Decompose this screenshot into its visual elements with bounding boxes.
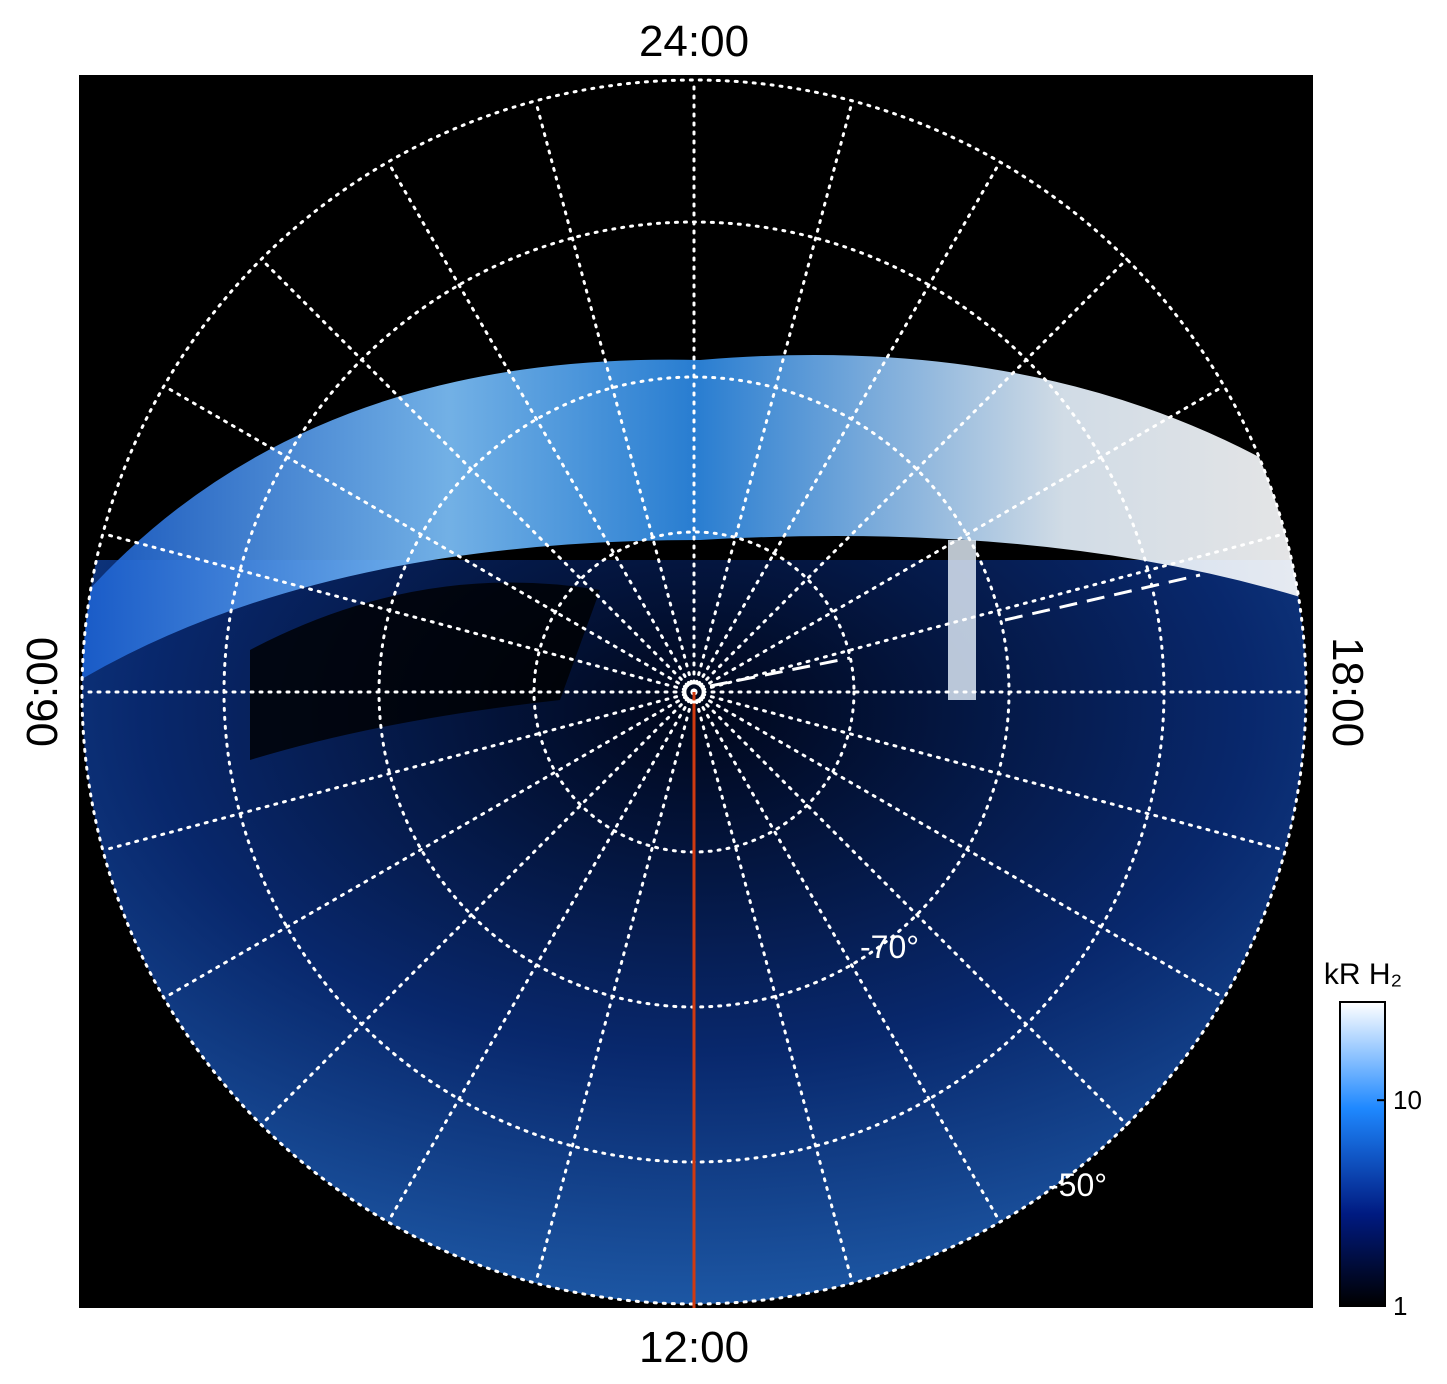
time-label: 24:00 <box>639 17 749 66</box>
meridian <box>692 99 854 694</box>
time-label: 06:00 <box>18 637 67 747</box>
time-label: 12:00 <box>639 1323 749 1372</box>
meridian <box>534 99 696 694</box>
meridian <box>692 690 854 1285</box>
meridian <box>259 257 696 694</box>
colorbar-label: kR H₂ <box>1324 958 1402 991</box>
dark-region <box>250 582 600 760</box>
meridian <box>692 160 1002 694</box>
meridian <box>534 690 696 1285</box>
colorbar-tick-label: 1 <box>1393 1291 1407 1321</box>
meridian <box>259 690 696 1127</box>
dashed-line <box>709 573 1201 688</box>
meridian <box>386 160 696 694</box>
auroral-oval <box>82 355 1306 680</box>
meridian <box>692 690 1129 1127</box>
meridian <box>101 532 696 694</box>
colorbar <box>1339 1001 1386 1307</box>
meridian <box>162 384 696 694</box>
meridian <box>692 384 1226 694</box>
latitude-circle <box>80 78 1308 1306</box>
bright-feature <box>948 540 976 700</box>
colorbar-ticks: 1 10 <box>1377 1085 1422 1321</box>
pole-marker <box>682 680 706 704</box>
meridian <box>692 257 1129 694</box>
meridian <box>692 690 1002 1224</box>
meridian <box>692 690 1287 852</box>
latitude-label: -70° <box>860 929 919 965</box>
grid <box>80 78 1308 1306</box>
meridian <box>386 690 696 1224</box>
latitude-label: -50° <box>1048 1167 1107 1203</box>
meridian <box>162 690 696 1000</box>
meridian <box>692 690 1226 1000</box>
colorbar-tick-label: 10 <box>1393 1085 1422 1115</box>
meridian <box>101 690 696 852</box>
time-label: 18:00 <box>1323 637 1372 747</box>
meridian <box>692 532 1287 694</box>
